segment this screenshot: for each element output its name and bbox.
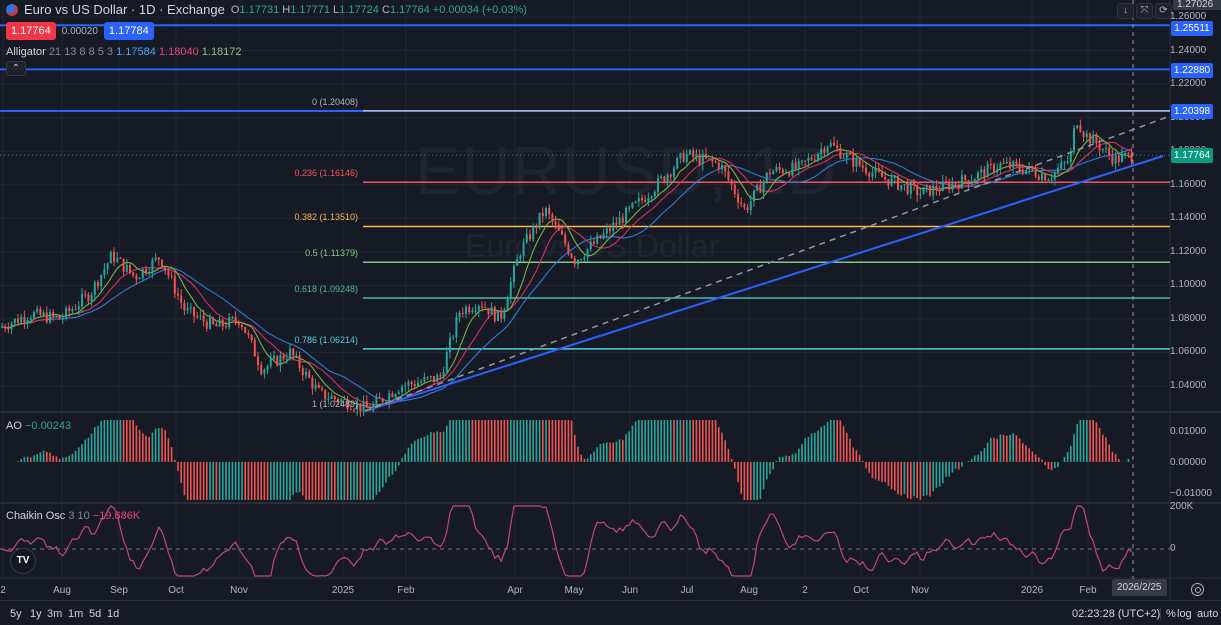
close-value: 1.17764: [389, 3, 430, 16]
ao-value: −0.00243: [24, 420, 72, 432]
ao-axis-label: 0.01000: [1170, 426, 1207, 437]
price-axis-label: 1.24000: [1170, 44, 1207, 56]
range-3m-button[interactable]: 3m: [47, 608, 63, 620]
alligator-name: Alligator: [6, 46, 46, 58]
percent-toggle[interactable]: %: [1160, 608, 1176, 620]
chaikin-params: 3 10: [68, 510, 90, 522]
time-axis-label: Apr: [507, 585, 523, 596]
log-toggle[interactable]: log: [1177, 608, 1192, 620]
time-axis-label: Nov: [230, 585, 248, 596]
time-axis-label: Aug: [740, 585, 758, 596]
price-axis-label: 1.06000: [1170, 346, 1207, 358]
open-value: 1.17731: [239, 3, 280, 16]
range-1d-button[interactable]: 1d: [107, 608, 120, 620]
high-value: 1.17771: [290, 3, 330, 16]
price-axis-label: 1.08000: [1170, 312, 1207, 324]
price-axis-label: 1.27026: [1173, 0, 1221, 10]
time-axis-label: Jun: [621, 585, 639, 596]
range-5d-button[interactable]: 5d: [89, 608, 102, 620]
time-axis-label: Feb: [397, 585, 415, 596]
price-tag-1-25511: 1.25511: [1171, 21, 1213, 36]
maximize-button[interactable]: ⟳: [1155, 3, 1172, 19]
fib-label-0-5: 0.5 (1.11379): [305, 248, 358, 259]
price-axis-label: 1.04000: [1170, 380, 1207, 391]
close-label: C: [381, 3, 390, 16]
price-axis-label: 1.14000: [1170, 212, 1207, 224]
time-axis-label: Sep: [110, 585, 128, 596]
time-axis-label: Oct: [853, 585, 869, 596]
symbol-legend: Euro vs US Dollar · 1D · Exchange O1.177…: [6, 2, 527, 17]
fib-label-1: 1 (1.02489): [311, 399, 358, 410]
expand-button[interactable]: ⤧: [1136, 3, 1153, 19]
ao-axis-label: −0.01000: [1170, 488, 1212, 499]
auto-toggle[interactable]: auto: [1197, 608, 1219, 620]
time-axis-label: Aug: [53, 585, 71, 596]
spread-value: 0.00020: [61, 25, 98, 37]
crosshair-date-label: 2026/2/25: [1112, 579, 1167, 596]
time-axis-label: 2025: [331, 585, 355, 596]
alligator-legend[interactable]: Alligator 21 13 8 8 5 3 1.17584 1.18040 …: [6, 46, 242, 58]
price-tag-1-20398: 1.20398: [1171, 104, 1213, 119]
fib-label-0-786: 0.786 (1.06214): [294, 334, 358, 345]
clock-timezone[interactable]: 02:23:28 (UTC+2): [1072, 608, 1161, 620]
price-axis-label: 1.16000: [1170, 178, 1207, 190]
time-axis-label: May: [564, 585, 584, 596]
chaikin-value: −19.686K: [92, 510, 141, 522]
bottom-toolbar: [0, 600, 1221, 625]
open-label: O: [230, 3, 240, 16]
time-axis-label: Oct: [168, 585, 184, 596]
alligator-params: 21 13 8 8 5 3: [48, 46, 114, 58]
time-axis-label: Nov: [911, 585, 929, 596]
time-axis-label: 2: [802, 585, 808, 596]
description-watermark: Euro vs US Dollar: [465, 228, 720, 264]
range-5y-button[interactable]: 5y: [10, 608, 22, 620]
settings-icon[interactable]: [1191, 583, 1204, 596]
symbol-watermark: EURUSD, 1D: [415, 133, 837, 209]
range-1m-button[interactable]: 1m: [68, 608, 84, 620]
low-value: 1.17724: [339, 3, 379, 16]
ao-legend[interactable]: AO −0.00243: [6, 420, 71, 432]
tradingview-logo[interactable]: TV: [10, 548, 36, 574]
ao-axis-label: 0.00000: [1170, 457, 1207, 468]
fib-label-0-382: 0.382 (1.13510): [294, 212, 358, 223]
alligator-jaw-value: 1.17584: [116, 46, 156, 58]
collapse-legend-button[interactable]: ⌃: [6, 61, 26, 76]
chaikin-legend[interactable]: Chaikin Osc 3 10 −19.686K: [6, 510, 140, 522]
fib-label-0-236: 0.236 (1.16146): [294, 168, 358, 179]
time-axis-label: 2026: [1020, 585, 1044, 596]
buy-button[interactable]: 1.17784: [103, 22, 154, 40]
price-axis-label: 1.22000: [1170, 78, 1207, 90]
price-tag-last: 1.17764: [1171, 148, 1213, 163]
trade-buttons: 1.17764 0.00020 1.17784: [6, 22, 154, 40]
symbol-title[interactable]: Euro vs US Dollar · 1D · Exchange: [24, 2, 225, 17]
fib-label-0-618: 0.618 (1.09248): [294, 283, 358, 294]
low-label: L: [333, 3, 340, 16]
alligator-lips-value: 1.18172: [201, 46, 242, 58]
chaikin-axis-label: 0: [1170, 543, 1176, 554]
price-tag-1-22880: 1.22880: [1171, 63, 1213, 78]
chaikin-name: Chaikin Osc: [6, 510, 66, 522]
time-axis-label: 2: [0, 585, 6, 596]
price-axis-label: 1.10000: [1170, 279, 1207, 291]
price-axis-label: 1.26000: [1170, 11, 1207, 22]
high-label: H: [282, 3, 291, 16]
scroll-down-button[interactable]: ↓: [1117, 3, 1134, 19]
time-axis-label: Feb: [1079, 585, 1097, 596]
chaikin-axis-label: 200K: [1170, 501, 1194, 512]
ohlc-values: O1.17731 H1.17771 L1.17724 C1.17764 +0.0…: [231, 4, 527, 16]
alligator-teeth-value: 1.18040: [158, 46, 199, 58]
ao-name: AO: [6, 420, 22, 432]
time-axis-label: Jul: [680, 585, 694, 596]
change-value: +0.00034 (+0.03%): [432, 3, 527, 16]
price-axis-label: 1.12000: [1170, 245, 1207, 257]
fib-label-0: 0 (1.20408): [311, 96, 358, 107]
sell-button[interactable]: 1.17764: [6, 22, 56, 40]
range-1y-button[interactable]: 1y: [30, 608, 42, 620]
eurusd-flag-icon: [6, 3, 18, 16]
